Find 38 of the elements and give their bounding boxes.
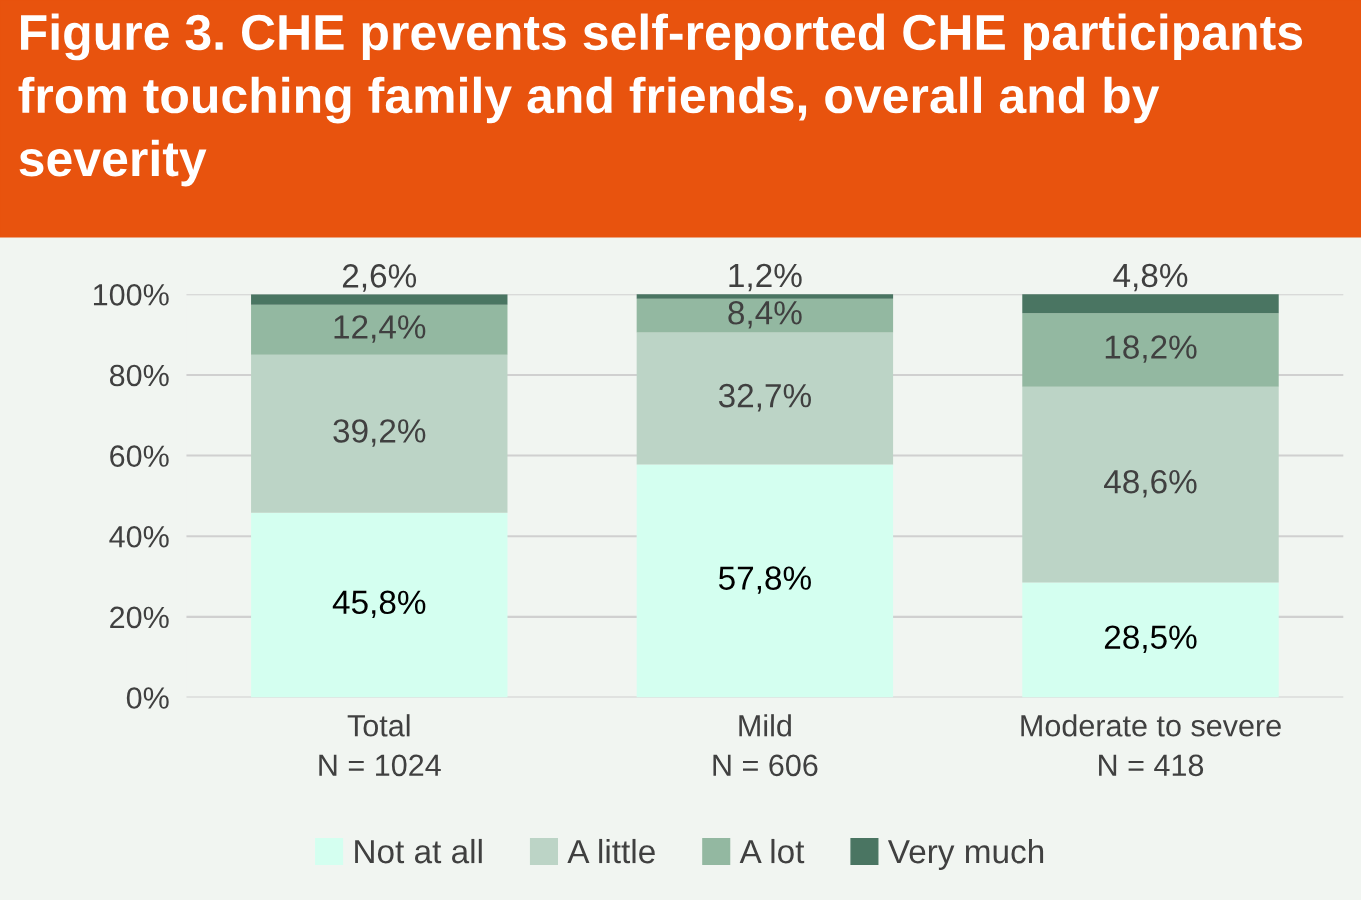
data-label: 2,6% bbox=[342, 264, 417, 292]
y-tick-label: 80% bbox=[109, 364, 169, 387]
data-label: 18,2% bbox=[1105, 335, 1197, 363]
bar bbox=[636, 298, 894, 333]
bar bbox=[1022, 313, 1279, 387]
data-label: 32,7% bbox=[718, 383, 811, 412]
bar bbox=[251, 304, 508, 355]
x-tick-label: Moderate to severe N = 418 bbox=[1021, 714, 1281, 777]
y-tick-label: 100% bbox=[93, 284, 169, 306]
data-label: 28,5% bbox=[1104, 625, 1197, 653]
data-label: 1,2% bbox=[729, 263, 802, 292]
y-tick-label: 40% bbox=[109, 525, 169, 548]
data-label: 48,6% bbox=[1104, 469, 1197, 498]
data-label: 8,4% bbox=[728, 301, 802, 329]
legend-label: Very much bbox=[887, 838, 1044, 870]
bar bbox=[251, 294, 508, 305]
bar bbox=[1022, 386, 1279, 583]
data-label: 4,8% bbox=[1113, 263, 1188, 292]
bar bbox=[636, 464, 894, 698]
bar bbox=[251, 354, 508, 513]
legend-label: A little bbox=[567, 838, 655, 864]
bar bbox=[636, 294, 894, 299]
y-tick-label: 0% bbox=[126, 687, 169, 709]
data-label: 57,8% bbox=[718, 566, 811, 594]
x-tick-label: Total N = 1024 bbox=[319, 714, 441, 777]
legend-label: Not at all bbox=[355, 838, 482, 864]
x-tick-label: Mild N = 606 bbox=[713, 714, 818, 777]
data-label: 45,8% bbox=[332, 590, 426, 619]
data-label: 39,2% bbox=[333, 419, 426, 447]
bar bbox=[251, 512, 508, 698]
y-tick-label: 20% bbox=[110, 606, 169, 629]
bar bbox=[1022, 294, 1279, 314]
y-tick-label: 60% bbox=[110, 445, 169, 467]
bar bbox=[636, 332, 894, 465]
data-label: 12,4% bbox=[334, 315, 426, 343]
legend-label: A lot bbox=[739, 838, 805, 864]
chart-title: Figure 3. CHE prevents self-reported CHE participants from touching family and friends, overall and by severity bbox=[18, 13, 1303, 187]
bar bbox=[1022, 582, 1279, 698]
